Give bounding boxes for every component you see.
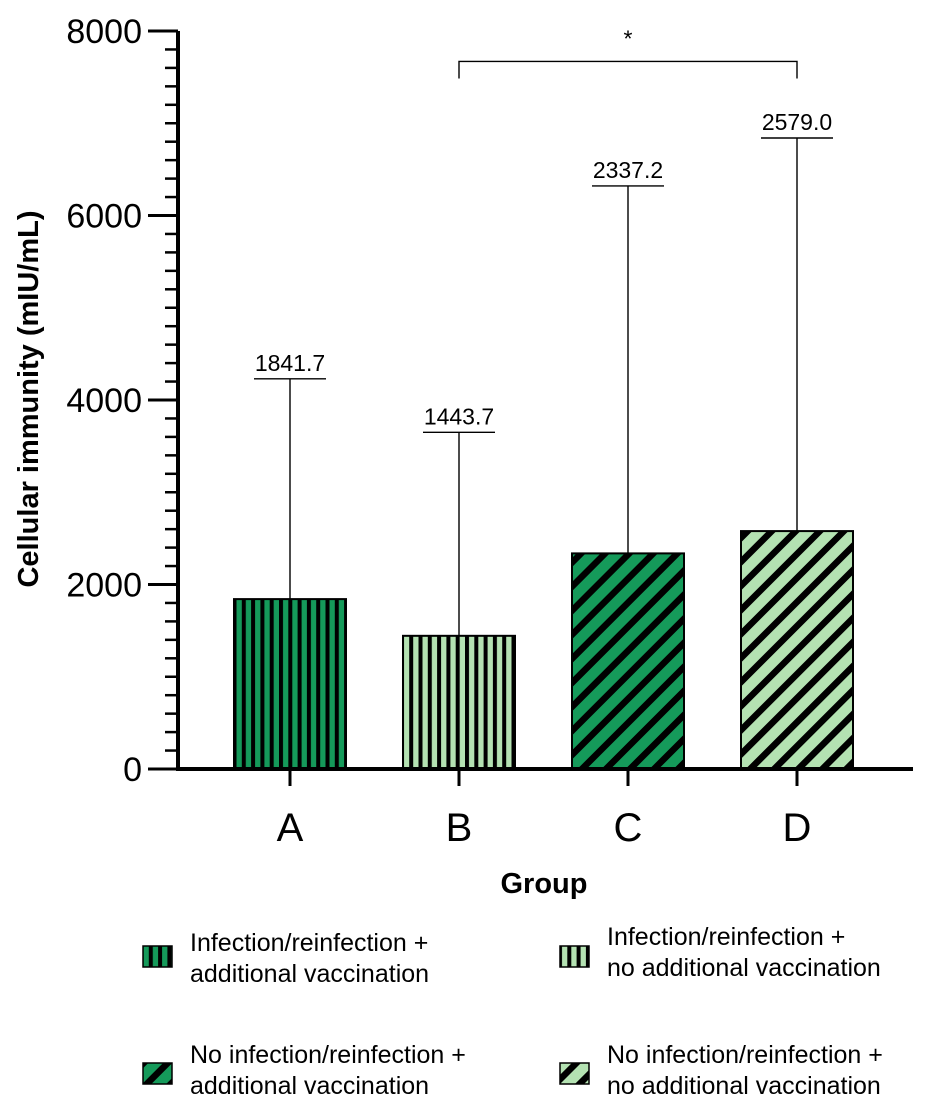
legend: Infection/reinfection + additional vaccin…	[142, 923, 883, 1099]
x-tick-label-D: D	[783, 806, 812, 850]
data-labels-layer: 1841.7 1443.7 2337.2 2579.0	[255, 109, 832, 429]
error-bars-layer	[254, 137, 833, 636]
legend-label-line: additional vaccination	[190, 960, 429, 988]
x-axis-title: Group	[501, 868, 588, 900]
bar-A	[233, 598, 347, 770]
significance-marker: *	[624, 25, 633, 51]
value-label-C: 2337.2	[593, 157, 663, 183]
legend-label-line: No infection/reinfection +	[190, 1041, 466, 1069]
bar-C	[571, 552, 685, 771]
y-tick-label: 6000	[66, 198, 142, 236]
value-label-A: 1841.7	[255, 350, 325, 376]
legend-swatch	[559, 1062, 590, 1085]
y-tick-label: 4000	[66, 382, 142, 420]
y-tick-label: 8000	[66, 13, 142, 51]
plot-area: 0 2000 4000 6000 8000 A B C D * 1841.7 1443.7 233…	[66, 13, 913, 850]
significance-bracket	[458, 60, 798, 79]
legend-swatch	[559, 945, 590, 968]
significance-layer: *	[458, 25, 798, 79]
legend-label-line: additional vaccination	[190, 1072, 429, 1099]
legend-swatch	[142, 1062, 173, 1085]
legend-label-line: no additional vaccination	[607, 1072, 881, 1099]
y-axis: 0 2000 4000 6000 8000	[66, 13, 180, 789]
value-label-B: 1443.7	[424, 403, 494, 429]
x-tick-label-B: B	[446, 806, 473, 850]
legend-label-line: Infection/reinfection +	[190, 929, 428, 957]
bar-D	[740, 530, 854, 771]
y-tick-label: 2000	[66, 567, 142, 605]
bar-B	[402, 634, 516, 770]
legend-label-line: Infection/reinfection +	[607, 923, 845, 951]
legend-label-line: no additional vaccination	[607, 954, 881, 982]
legend-item-3: No infection/reinfection + additional vac…	[142, 1041, 466, 1099]
y-tick-label: 0	[123, 751, 142, 789]
legend-item-1: Infection/reinfection + additional vaccin…	[142, 929, 429, 988]
x-tick-label-C: C	[614, 806, 643, 850]
legend-label-line: No infection/reinfection +	[607, 1041, 883, 1069]
y-axis-title: Cellular immunity (mIU/mL)	[13, 210, 45, 587]
bars-layer	[233, 530, 854, 771]
legend-item-4: No infection/reinfection + no additional …	[559, 1041, 883, 1099]
x-axis: A B C D	[176, 767, 913, 850]
value-label-D: 2579.0	[762, 109, 832, 135]
legend-item-2: Infection/reinfection + no additional vac…	[559, 923, 881, 982]
legend-swatch	[142, 945, 173, 968]
x-tick-label-A: A	[277, 806, 304, 850]
